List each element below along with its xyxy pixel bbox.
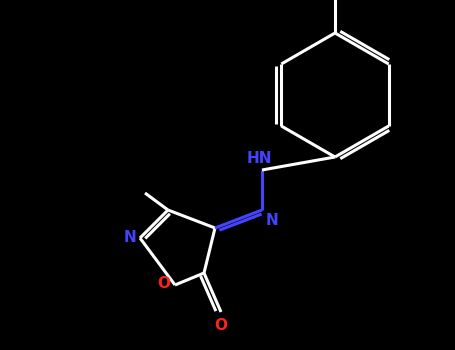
Text: O: O	[214, 318, 228, 333]
Text: HN: HN	[247, 151, 273, 166]
Text: O: O	[157, 276, 171, 291]
Text: N: N	[266, 213, 278, 228]
Text: N: N	[124, 231, 136, 245]
